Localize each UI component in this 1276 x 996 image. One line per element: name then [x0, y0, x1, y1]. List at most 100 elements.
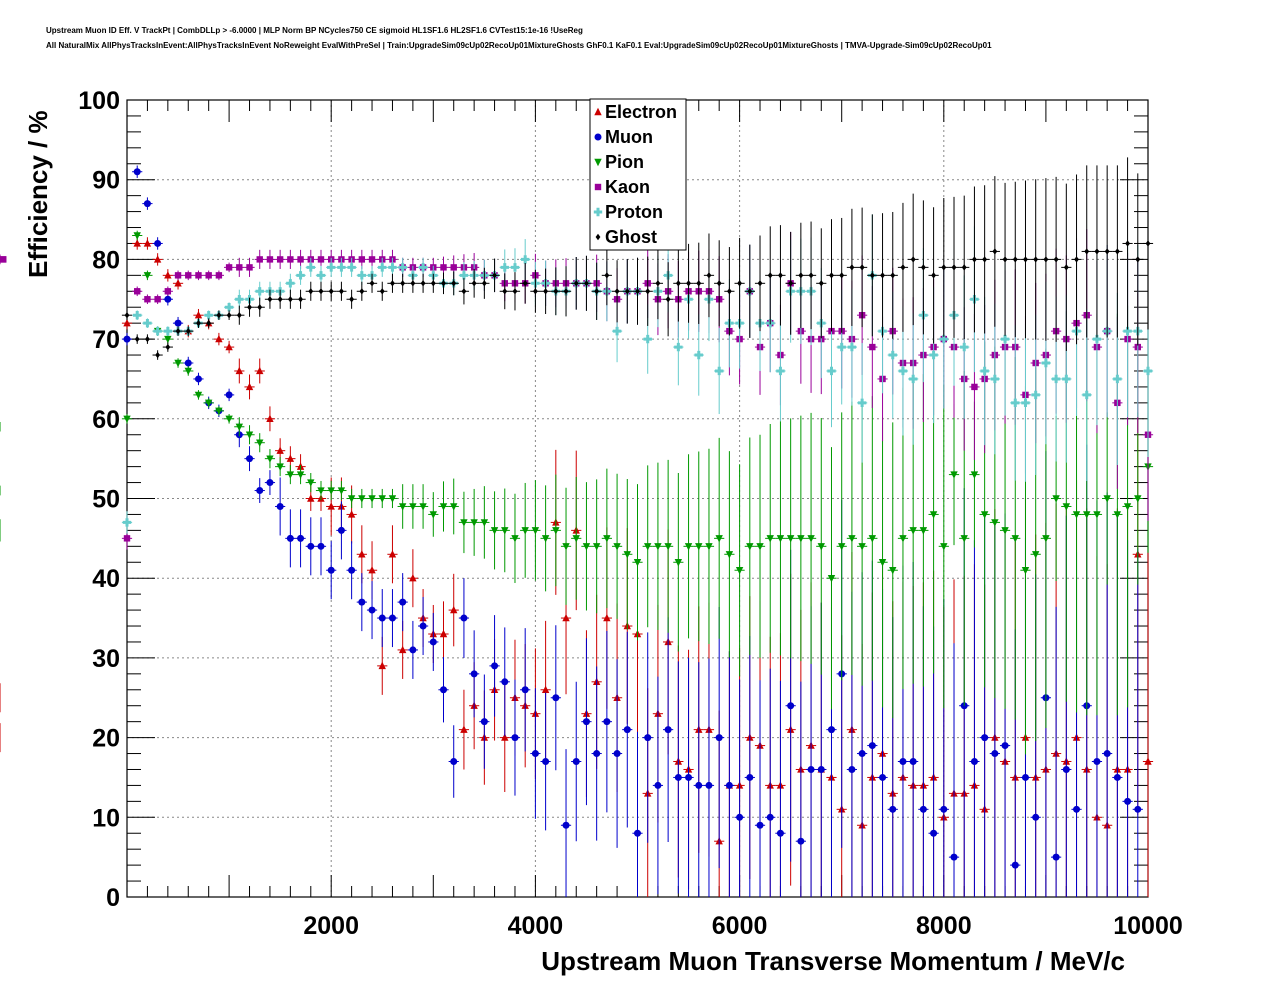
data-point	[1144, 757, 1152, 765]
data-point	[123, 318, 131, 327]
data-point	[1113, 773, 1121, 781]
data-point	[510, 263, 520, 272]
data-point	[184, 359, 192, 367]
data-point	[919, 805, 927, 813]
data-point	[981, 734, 989, 742]
data-point	[359, 288, 365, 295]
data-point	[144, 296, 151, 303]
data-point	[0, 256, 7, 263]
data-point	[287, 256, 294, 263]
data-point	[235, 295, 244, 304]
data-point	[143, 239, 152, 247]
series-ghost	[121, 157, 1154, 360]
data-point	[664, 543, 672, 551]
data-point	[430, 280, 436, 287]
data-point	[378, 614, 386, 622]
data-point	[930, 829, 938, 837]
data-point	[216, 311, 222, 319]
data-point	[909, 527, 917, 535]
data-point	[888, 350, 897, 360]
data-point	[195, 272, 202, 279]
data-point	[674, 773, 682, 781]
data-point	[317, 487, 325, 495]
data-point	[848, 535, 856, 543]
data-point	[235, 366, 244, 375]
data-point	[736, 813, 744, 821]
data-point	[766, 535, 774, 543]
data-point	[531, 750, 539, 758]
data-point	[501, 678, 509, 686]
data-point	[970, 471, 979, 479]
data-point	[512, 288, 518, 295]
data-point	[941, 264, 947, 271]
data-point	[153, 255, 162, 263]
data-point	[1103, 495, 1111, 503]
data-point	[245, 431, 254, 439]
data-point	[206, 319, 212, 327]
data-point	[460, 614, 468, 622]
legend-marker-electron	[594, 107, 602, 116]
data-point	[501, 733, 509, 741]
data-point	[1134, 495, 1142, 503]
data-point	[520, 255, 530, 264]
data-point	[890, 272, 896, 279]
data-point	[286, 454, 295, 462]
data-point	[175, 327, 181, 335]
data-point	[552, 527, 560, 535]
data-point	[490, 527, 499, 535]
data-point	[390, 280, 395, 287]
legend-marker-kaon	[594, 183, 602, 191]
data-point	[776, 535, 785, 543]
data-point	[603, 613, 611, 622]
data-point	[461, 288, 467, 295]
data-point	[257, 304, 263, 311]
data-point	[143, 200, 151, 208]
data-point	[705, 781, 713, 789]
legend-label-kaon: Kaon	[605, 177, 650, 197]
data-point	[502, 288, 508, 295]
data-point	[204, 399, 213, 408]
data-point	[316, 271, 326, 280]
data-point	[317, 542, 325, 550]
data-point	[164, 271, 172, 279]
data-point	[398, 263, 407, 272]
data-point	[982, 256, 988, 263]
data-point	[1093, 511, 1101, 519]
data-point	[399, 598, 407, 606]
data-point	[909, 758, 917, 766]
data-point	[409, 574, 417, 582]
data-point	[194, 310, 203, 319]
data-point	[450, 264, 457, 271]
data-point	[276, 256, 284, 263]
data-point	[379, 288, 385, 295]
data-point	[786, 535, 795, 543]
data-point	[368, 606, 376, 614]
data-point	[1002, 256, 1008, 263]
data-point	[194, 391, 203, 400]
data-point	[348, 566, 356, 574]
data-point	[357, 271, 367, 280]
data-point	[869, 272, 875, 279]
data-point	[409, 646, 417, 654]
data-point	[674, 559, 683, 567]
data-point	[153, 326, 162, 336]
data-point	[991, 750, 999, 758]
chart-title: Upstream Muon ID Eff. V TrackPt | CombDL…	[46, 26, 583, 35]
data-point	[481, 280, 487, 287]
data-point	[134, 288, 141, 295]
data-point	[327, 502, 335, 510]
data-point	[908, 374, 918, 384]
data-point	[418, 263, 428, 272]
data-point	[368, 566, 376, 574]
y-tick-label: 50	[92, 486, 120, 514]
data-point	[256, 439, 264, 447]
data-point	[929, 350, 938, 360]
data-point	[592, 543, 601, 551]
data-point	[347, 495, 356, 503]
data-point	[184, 367, 192, 376]
data-point	[246, 455, 254, 463]
data-point	[797, 837, 805, 845]
data-point	[480, 718, 488, 726]
data-point	[1052, 495, 1060, 503]
